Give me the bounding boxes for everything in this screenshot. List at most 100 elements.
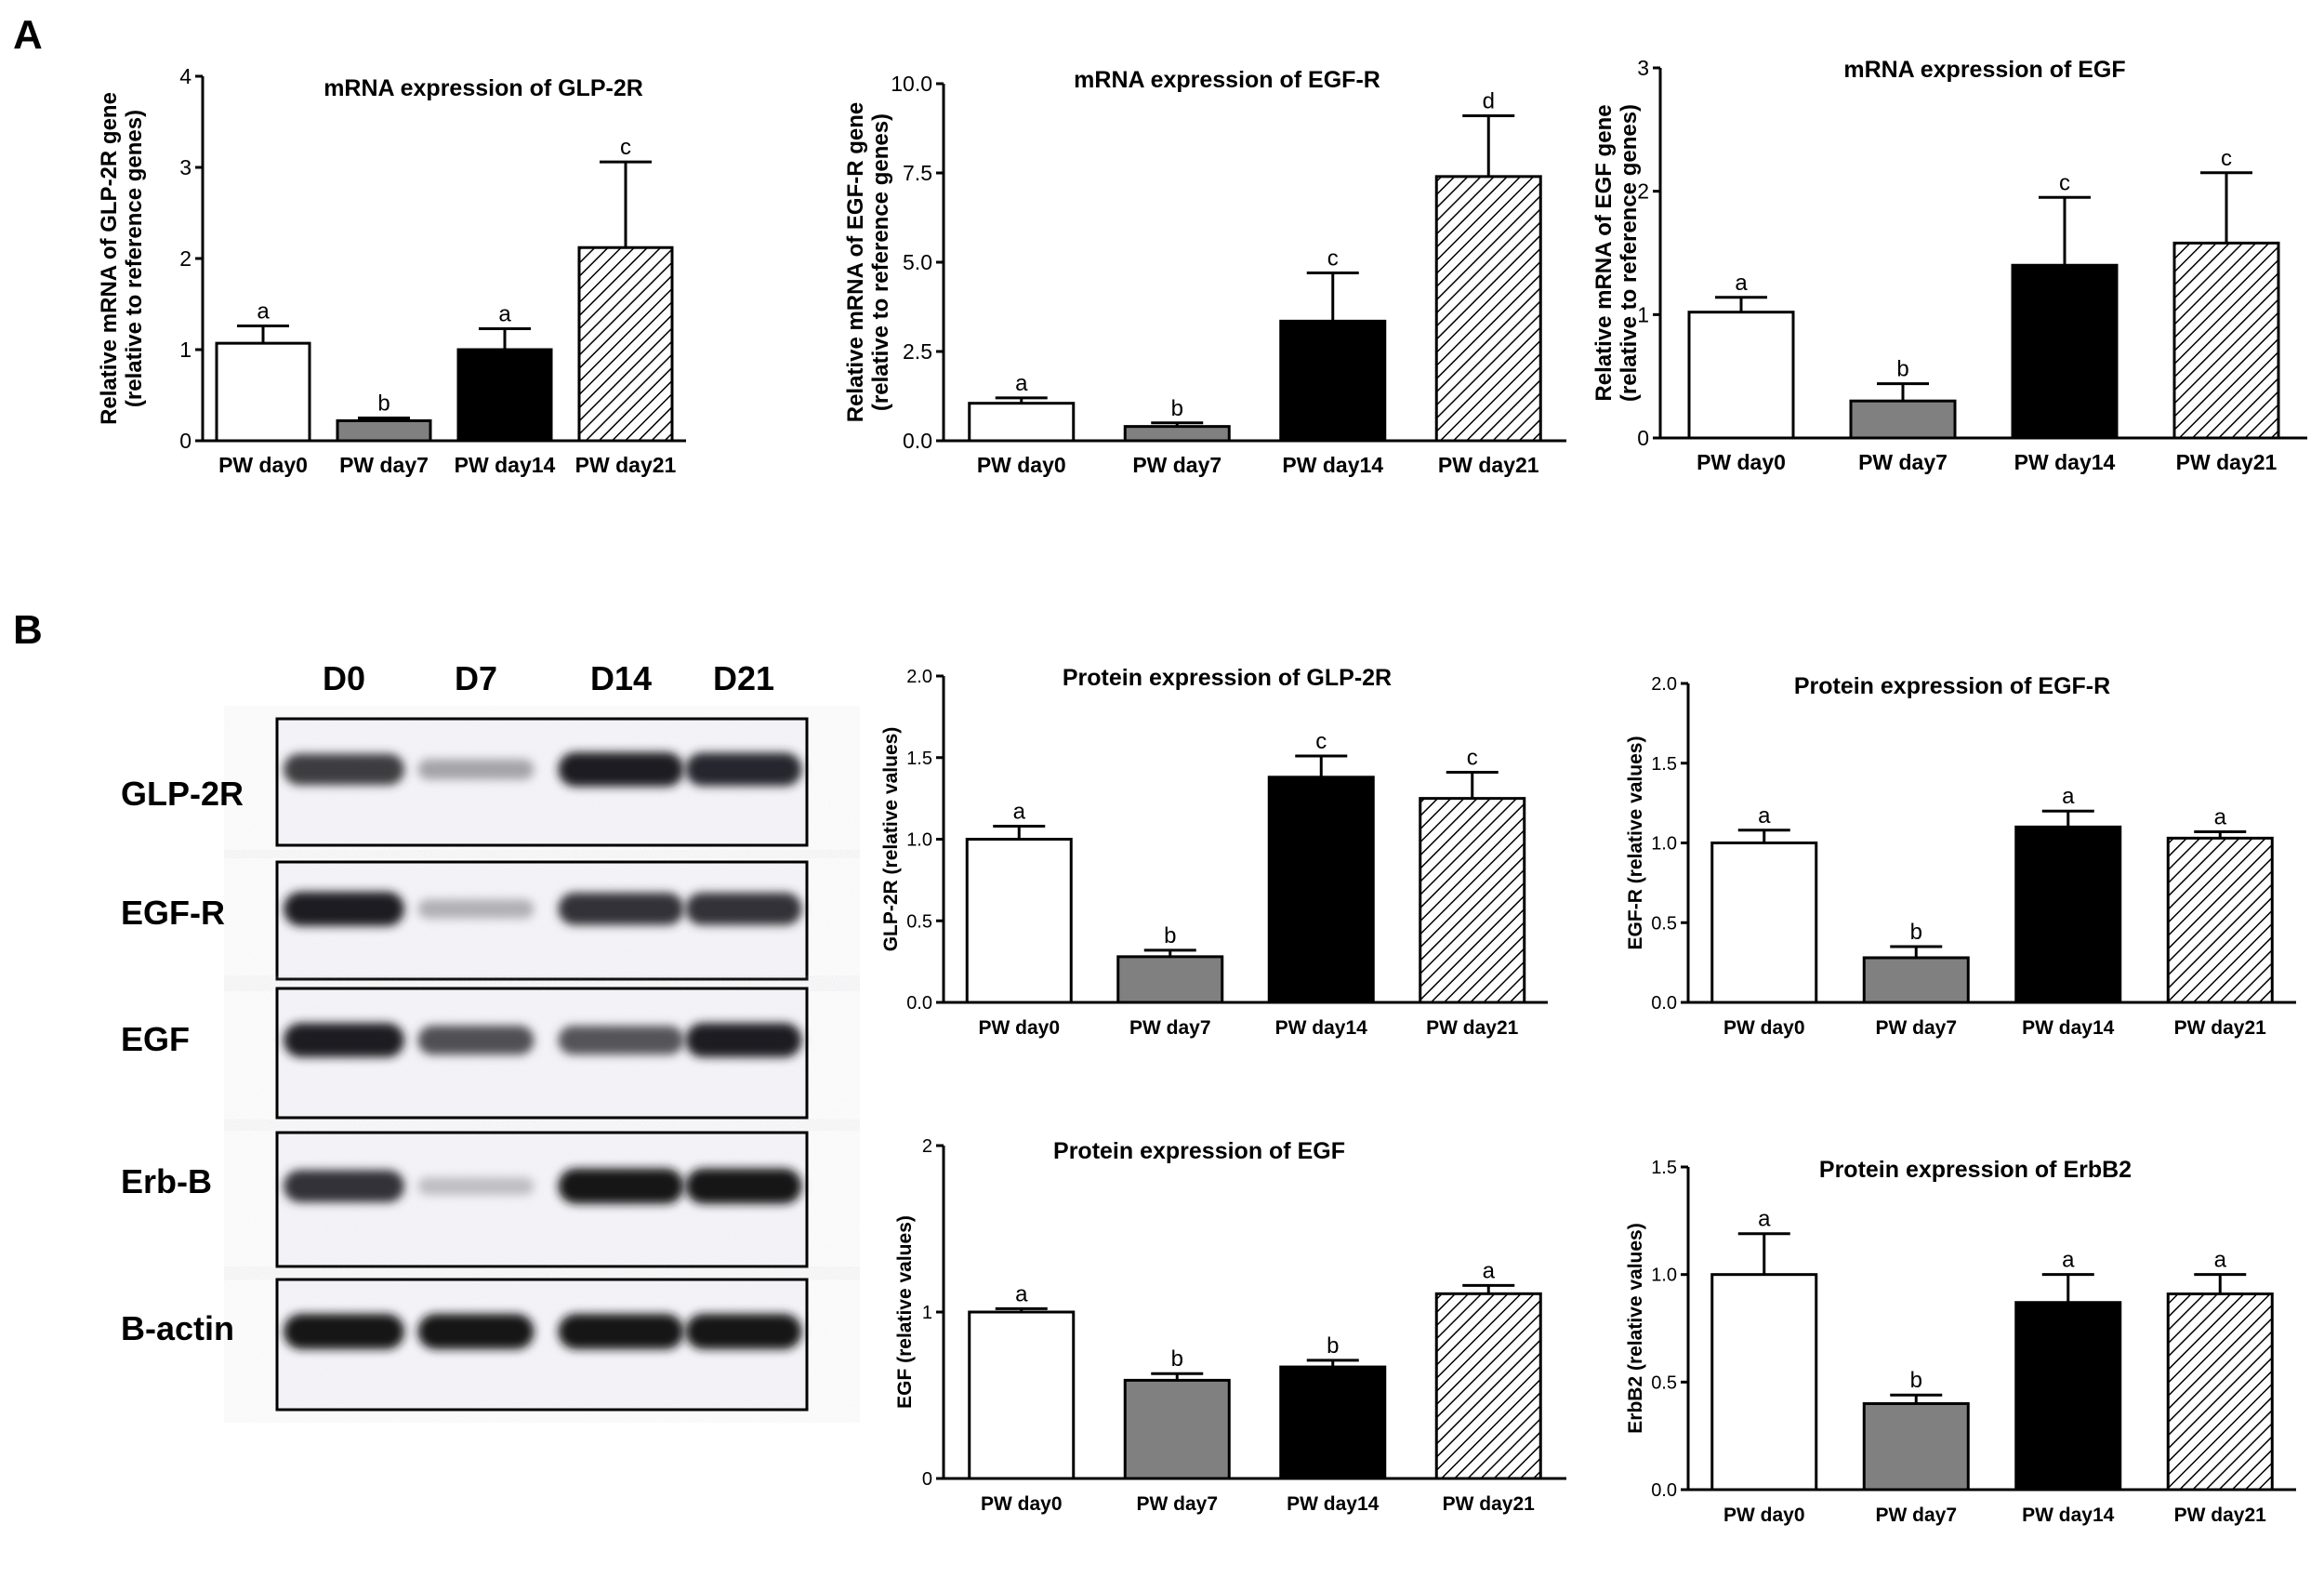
bar bbox=[215, 341, 311, 443]
significance-letter: b bbox=[1910, 1368, 1922, 1393]
bar bbox=[2166, 836, 2274, 1004]
blot-row: EGF bbox=[121, 987, 809, 1120]
x-tick-label: PW day21 bbox=[2174, 1505, 2267, 1526]
chart-5: 0.0 0.5 1.0 1.5 2.0 a PW day0 b PW day7 a PW day14… bbox=[1625, 673, 2296, 1039]
x-tick-label: PW day21 bbox=[575, 453, 677, 477]
x-tick-label: PW day0 bbox=[981, 1493, 1063, 1515]
significance-letter: b bbox=[1910, 920, 1922, 945]
blot-frame bbox=[275, 717, 809, 847]
chart-6: 0 1 2 a PW day0 b PW day7 b PW day14 a PW day21 Pro… bbox=[894, 1136, 1566, 1515]
significance-letter: c bbox=[1327, 246, 1339, 272]
y-tick-label: 1 bbox=[1637, 302, 1649, 326]
y-tick-label: 0.0 bbox=[1651, 1480, 1677, 1501]
blot-band bbox=[685, 1314, 802, 1349]
significance-letter: a bbox=[1013, 799, 1026, 824]
y-tick-label: 2 bbox=[179, 246, 191, 271]
bar bbox=[1434, 175, 1542, 443]
significance-letter: c bbox=[1467, 746, 1478, 771]
bar bbox=[1862, 1401, 1970, 1492]
bar bbox=[577, 245, 674, 443]
blot-band bbox=[685, 1023, 802, 1058]
x-tick-label: PW day21 bbox=[1438, 453, 1539, 477]
x-tick-label: PW day21 bbox=[1443, 1493, 1536, 1515]
blot-band bbox=[284, 753, 404, 786]
blot-frame bbox=[275, 1278, 809, 1412]
blot-band bbox=[417, 1176, 535, 1196]
significance-letter: a bbox=[2062, 1248, 2075, 1273]
significance-letter: a bbox=[1758, 803, 1771, 829]
chart-title: Protein expression of EGF bbox=[1053, 1138, 1345, 1164]
blot-row-label: EGF bbox=[121, 1020, 190, 1058]
blot-band bbox=[558, 1168, 684, 1204]
blot-band bbox=[558, 1026, 684, 1055]
x-tick-label: PW day21 bbox=[1426, 1017, 1519, 1039]
x-tick-label: PW day0 bbox=[218, 453, 308, 477]
y-tick-label: 0.5 bbox=[1651, 913, 1677, 934]
y-axis-label: (relative to reference genes) bbox=[868, 113, 893, 411]
y-axis-label: Relative mRNA of GLP-2R gene bbox=[97, 92, 122, 425]
y-axis-label: EGF (relative values) bbox=[894, 1215, 916, 1409]
y-tick-label: 3 bbox=[179, 155, 191, 179]
bar-charts: 0 1 2 3 4 a PW day0 b PW day7 a PW day14 c PW day21 m… bbox=[97, 56, 2307, 1526]
significance-letter: a bbox=[1015, 1281, 1028, 1306]
panel-label-b: B bbox=[13, 607, 43, 653]
blot-frame bbox=[275, 987, 809, 1120]
lane-label: D0 bbox=[323, 659, 365, 697]
y-tick-label: 1.0 bbox=[1651, 834, 1677, 855]
blot-band bbox=[558, 893, 684, 925]
y-tick-label: 0 bbox=[922, 1469, 932, 1490]
y-tick-label: 2 bbox=[1637, 179, 1649, 204]
chart-4: 0.0 0.5 1.0 1.5 2.0 a PW day0 b PW day7 c PW day14… bbox=[880, 665, 1548, 1039]
y-axis-label: Relative mRNA of EGF-R gene bbox=[843, 102, 868, 423]
significance-letter: b bbox=[1896, 357, 1908, 382]
blot-frame bbox=[275, 860, 809, 981]
bar bbox=[965, 838, 1073, 1004]
blot-band bbox=[417, 898, 535, 919]
y-tick-label: 2.5 bbox=[903, 339, 932, 364]
significance-letter: a bbox=[498, 301, 511, 326]
bar bbox=[2172, 241, 2280, 440]
significance-letter: b bbox=[1164, 923, 1176, 948]
blot-row-label: B-actin bbox=[121, 1309, 234, 1347]
significance-letter: b bbox=[1171, 396, 1183, 421]
x-tick-label: PW day7 bbox=[1875, 1505, 1957, 1526]
chart-title: mRNA expression of EGF bbox=[1843, 57, 2125, 83]
blot-band bbox=[284, 1170, 404, 1202]
y-tick-label: 1.5 bbox=[906, 749, 932, 769]
y-tick-label: 1.5 bbox=[1651, 1158, 1677, 1178]
blot-band bbox=[685, 893, 802, 925]
significance-letter: d bbox=[1483, 89, 1495, 114]
y-tick-label: 0 bbox=[179, 429, 191, 453]
bar bbox=[1687, 311, 1795, 440]
chart-2: 0.0 2.5 5.0 7.5 10.0 a PW day0 b PW day7 c PW day1… bbox=[843, 67, 1566, 477]
significance-letter: a bbox=[2214, 804, 2227, 829]
chart-7: 0.0 0.5 1.0 1.5 a PW day0 b PW day7 a PW day14 a PW… bbox=[1625, 1157, 2296, 1526]
significance-letter: a bbox=[1015, 371, 1028, 396]
x-tick-label: PW day14 bbox=[2014, 450, 2116, 474]
bar bbox=[2014, 825, 2122, 1004]
lane-label: D14 bbox=[590, 659, 652, 697]
x-tick-label: PW day14 bbox=[1275, 1017, 1368, 1039]
blot-band bbox=[685, 752, 802, 787]
significance-letter: a bbox=[1735, 271, 1748, 296]
panel-label-a: A bbox=[13, 12, 43, 58]
significance-letter: b bbox=[1171, 1346, 1183, 1372]
bar bbox=[968, 402, 1076, 443]
bar bbox=[1279, 319, 1387, 443]
x-tick-label: PW day7 bbox=[1136, 1493, 1218, 1515]
y-tick-label: 3 bbox=[1637, 56, 1649, 80]
blot-band bbox=[417, 759, 535, 780]
x-tick-label: PW day0 bbox=[1723, 1505, 1805, 1526]
significance-letter: a bbox=[2214, 1248, 2227, 1273]
chart-title: Protein expression of EGF-R bbox=[1794, 673, 2110, 699]
x-tick-label: PW day14 bbox=[2022, 1505, 2115, 1526]
y-tick-label: 0 bbox=[1637, 426, 1649, 450]
blot-band bbox=[284, 891, 404, 926]
significance-letter: b bbox=[377, 391, 390, 417]
bar bbox=[1123, 425, 1231, 443]
blot-band bbox=[417, 1314, 535, 1349]
y-axis-label: GLP-2R (relative values) bbox=[880, 727, 902, 952]
bar bbox=[1434, 1292, 1542, 1480]
x-tick-label: PW day7 bbox=[1132, 453, 1221, 477]
